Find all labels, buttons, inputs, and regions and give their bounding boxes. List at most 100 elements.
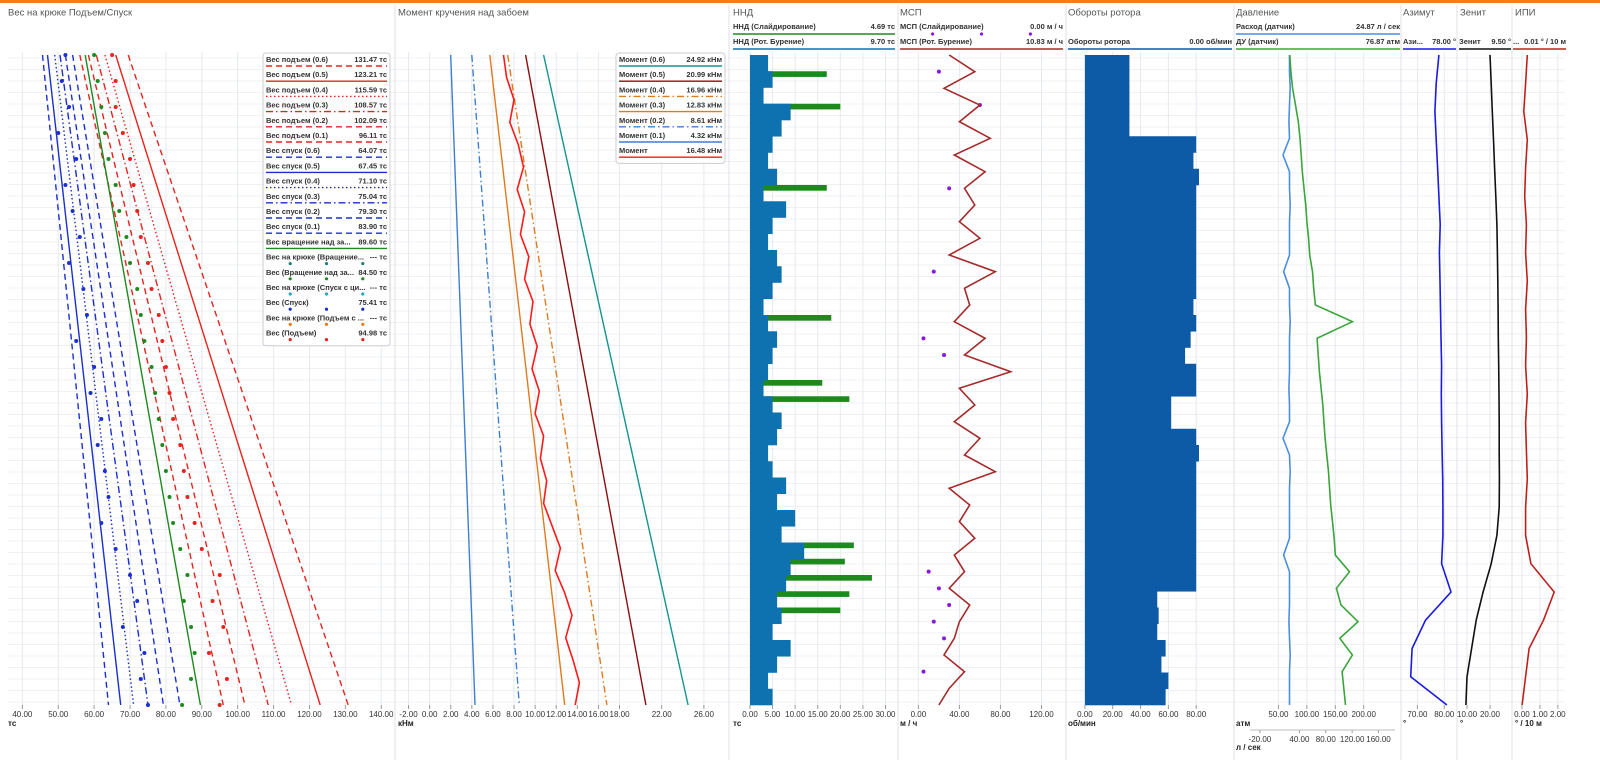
series-point: [99, 105, 104, 109]
series-point: [224, 677, 229, 681]
series-bar: [750, 607, 841, 614]
legend-readout: 76.87 атм: [1366, 37, 1401, 46]
series-bar: [750, 656, 778, 673]
panel-dividers: [394, 5, 1513, 760]
series-bar: [750, 688, 773, 706]
series-point: [189, 677, 194, 681]
x-tick-label: 0.00: [742, 710, 758, 719]
legend-name: Вес на крюке (Подъем с ...: [266, 313, 364, 322]
series-point: [192, 521, 197, 525]
legend-name: ...: [1513, 37, 1519, 46]
series-line: [450, 54, 476, 706]
series-bar: [750, 266, 782, 283]
legend-name: Момент (0.5): [619, 70, 666, 79]
x-tick-label: 40.00: [1131, 710, 1152, 719]
series-point: [931, 269, 936, 274]
panel-title: МСП: [900, 8, 922, 19]
series-point: [153, 391, 158, 395]
series-line: [1521, 54, 1556, 706]
series-bar: [1084, 396, 1172, 413]
series-bar: [1084, 526, 1197, 543]
legend: Вес подъем (0.6) 131.47 тс Вес подъем (0.5…: [262, 52, 391, 347]
axis-unit: м / ч: [900, 719, 918, 728]
series-point: [70, 209, 75, 213]
series-point: [131, 183, 136, 187]
legend-readout: 83.90 тс: [358, 222, 387, 231]
legend-readout: 16.96 кНм: [686, 85, 722, 94]
x-tick-label: 150.00: [1323, 710, 1348, 719]
legend-marker: [288, 322, 292, 326]
legend-name: МСП (Рот. Бурение): [900, 37, 972, 46]
legend-readout: 67.45 тс: [358, 161, 387, 170]
series-bar: [750, 103, 791, 121]
series-bar: [750, 233, 769, 251]
x-tick-label: 2.00: [443, 710, 459, 719]
axis-unit: °: [1403, 719, 1406, 728]
series-point: [149, 287, 154, 291]
series-point: [138, 677, 143, 681]
x-tick-label: 20.00: [830, 710, 851, 719]
series-point: [67, 261, 72, 265]
series-point: [160, 443, 165, 447]
series-bar: [750, 71, 773, 88]
series-point: [156, 313, 161, 317]
series-bar: [1084, 363, 1197, 381]
series-point: [160, 339, 165, 343]
legend-marker: [288, 262, 292, 266]
series-point: [921, 669, 926, 674]
series-point: [217, 703, 222, 707]
x-tick-label: 110.00: [262, 710, 286, 719]
x-tick-label: 10.00: [1457, 710, 1478, 719]
legend-readout: 131.47 тс: [354, 55, 387, 64]
series-line: [84, 54, 202, 706]
series-point: [135, 209, 140, 213]
series-bar: [1084, 233, 1197, 251]
legend-marker: [979, 32, 984, 36]
legend-name: Вес (Вращение над за...: [266, 268, 354, 277]
legend-name: ДУ (датчик): [1236, 37, 1279, 46]
x-tick-label: 12.00: [546, 710, 567, 719]
legend-marker: [324, 277, 329, 281]
legend-readout: 0.01 ° / 10 м: [1524, 37, 1566, 46]
series-point: [926, 569, 931, 574]
legend-name: Момент (0.6): [619, 55, 666, 64]
series-bar: [750, 461, 773, 478]
series-bar: [1084, 120, 1130, 137]
x-tick-label: 5.00: [765, 710, 781, 719]
x-tick-label: 2.00: [1550, 710, 1566, 719]
x-tick-label: 60.00: [1158, 710, 1179, 719]
x-tick-label: 50.00: [48, 710, 69, 719]
x-tick-label: 25.00: [853, 710, 874, 719]
series-bar: [750, 185, 827, 191]
x-tick-label: 0.00: [422, 710, 438, 719]
legend-readout: 71.10 тс: [358, 177, 387, 186]
legend-name: Вес спуск (0.6): [266, 146, 320, 155]
x-tick-label: 80.00: [156, 710, 177, 719]
series-point: [217, 573, 222, 577]
legend-name: Зенит: [1459, 37, 1481, 46]
legend-name: МСП (Слайдирование): [900, 22, 984, 31]
legend-name: Расход (датчик): [1236, 22, 1295, 31]
series-bar: [750, 396, 850, 402]
series-bar: [750, 672, 769, 690]
x-tick-label: 80.00: [990, 710, 1011, 719]
x2-tick-label: 160.00: [1366, 735, 1391, 744]
x-tick-label: 100.00: [1295, 710, 1320, 719]
series-bar: [1084, 266, 1197, 283]
series-point: [113, 79, 118, 83]
series-point: [117, 209, 122, 213]
series-point: [77, 235, 82, 239]
x-tick-label: 30.00: [875, 710, 896, 719]
series-bar: [750, 542, 805, 560]
series-point: [56, 131, 61, 135]
legend-marker: [324, 338, 329, 342]
top-bar: [0, 0, 1600, 3]
x-tick-label: 15.00: [808, 710, 829, 719]
axis-unit: об/мин: [1068, 719, 1096, 728]
series-bar: [1084, 558, 1197, 576]
series-bar: [750, 363, 769, 381]
series-bar: [750, 315, 769, 332]
legend-readout: 84.50 тс: [358, 268, 387, 277]
series-bar: [750, 493, 778, 511]
x-tick-label: 10.00: [525, 710, 546, 719]
